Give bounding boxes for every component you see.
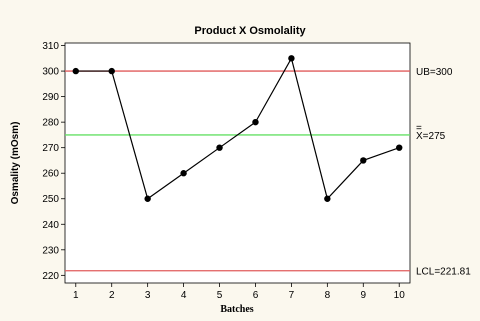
reference-label-1: X=275 [416, 131, 446, 142]
x-tick-label-9: 9 [361, 290, 367, 301]
y-tick-label-220: 220 [42, 271, 59, 282]
x-tick-label-4: 4 [181, 290, 187, 301]
x-tick-label-2: 2 [109, 290, 115, 301]
x-tick-label-7: 7 [289, 290, 295, 301]
series-group [72, 55, 403, 202]
x-tick-label-1: 1 [73, 290, 79, 301]
y-tick-label-240: 240 [42, 220, 59, 231]
chart-title: Product X Osmolality [194, 25, 306, 37]
y-tick-label-260: 260 [42, 169, 59, 180]
data-point-4 [180, 170, 187, 177]
data-point-8 [324, 195, 331, 202]
data-point-9 [360, 157, 367, 164]
reference-label-2: LCL=221.81 [416, 267, 471, 278]
x-axis-label: Batches [220, 304, 253, 315]
y-tick-label-270: 270 [42, 143, 59, 154]
data-point-6 [252, 118, 259, 126]
data-point-1 [72, 67, 79, 75]
data-point-7 [288, 55, 295, 62]
x-tick-label-8: 8 [325, 290, 331, 301]
y-tick-label-250: 250 [42, 194, 59, 205]
reference-lines: UB=300 X=275= LCL=221.81 [65, 67, 471, 278]
y-axis-ticks: 220 230 240 250 260 270 280 290 300 310 [42, 41, 65, 282]
x-tick-label-3: 3 [145, 290, 151, 301]
x-axis-ticks: 1 2 3 4 5 6 7 8 9 10 [73, 283, 405, 301]
x-tick-label-10: 10 [394, 290, 406, 301]
y-tick-label-230: 230 [42, 245, 59, 256]
x-tick-label-6: 6 [253, 290, 259, 301]
y-tick-label-290: 290 [42, 92, 59, 103]
data-point-5 [216, 144, 223, 151]
plot-area [64, 42, 411, 284]
data-point-2 [108, 67, 115, 75]
data-point-3 [144, 195, 151, 202]
data-point-10 [396, 144, 403, 151]
y-tick-label-310: 310 [42, 41, 59, 52]
y-tick-label-280: 280 [42, 118, 59, 129]
y-axis-label: Osmality (mOsm) [10, 122, 21, 205]
x-tick-label-5: 5 [217, 290, 223, 301]
reference-label-0: UB=300 [416, 67, 453, 78]
y-tick-label-300: 300 [42, 67, 59, 78]
series-line-0 [75, 56, 400, 200]
reference-bar-symbol-1: = [416, 123, 422, 134]
